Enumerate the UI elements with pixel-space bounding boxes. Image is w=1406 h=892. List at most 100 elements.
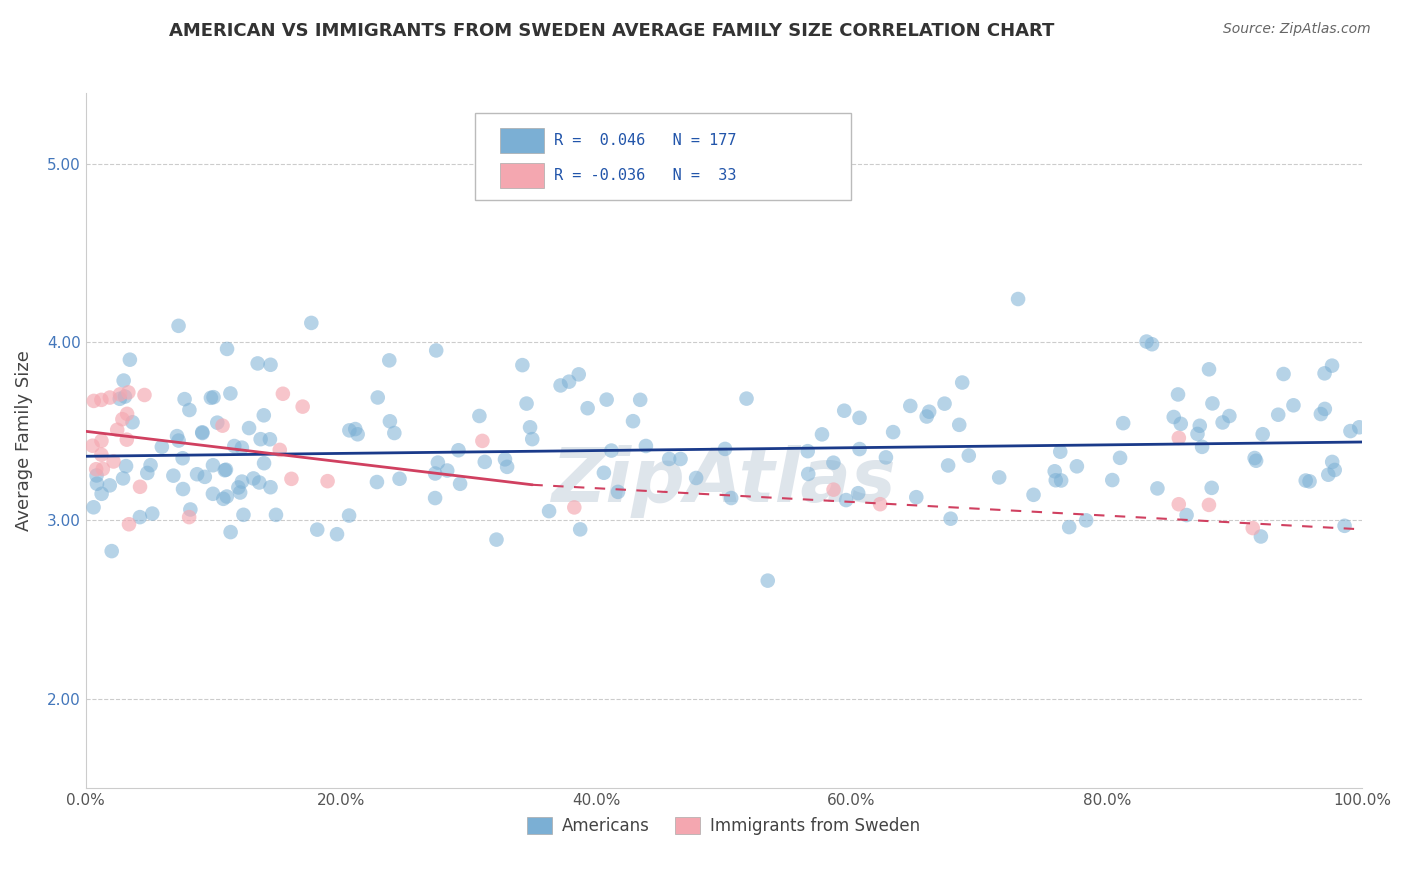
Point xyxy=(167,318,190,333)
Point xyxy=(576,401,599,416)
Point xyxy=(150,440,173,454)
Point xyxy=(882,425,904,439)
Point xyxy=(105,423,128,437)
Point xyxy=(1272,367,1295,381)
Point xyxy=(112,374,135,388)
Point xyxy=(1146,482,1168,496)
Point xyxy=(172,451,194,466)
Point xyxy=(316,474,339,488)
Point xyxy=(1109,450,1132,465)
Point xyxy=(496,459,519,474)
Text: R = -0.036   N =  33: R = -0.036 N = 33 xyxy=(554,168,737,183)
FancyBboxPatch shape xyxy=(501,128,544,153)
Point xyxy=(173,392,195,406)
Point xyxy=(628,392,651,407)
Point xyxy=(219,386,242,401)
Point xyxy=(231,475,253,489)
Point xyxy=(1320,359,1343,373)
Point xyxy=(264,508,287,522)
Point xyxy=(86,476,108,491)
Point xyxy=(141,507,163,521)
Point xyxy=(118,352,141,367)
Point xyxy=(1043,464,1066,478)
Point xyxy=(167,434,190,448)
Point xyxy=(115,459,138,474)
Point xyxy=(1212,416,1234,430)
Point xyxy=(112,471,135,485)
Point xyxy=(425,467,447,481)
Point xyxy=(215,342,238,356)
Point xyxy=(337,508,360,523)
Point xyxy=(307,523,329,537)
Point xyxy=(162,468,184,483)
Point xyxy=(512,358,534,372)
Point xyxy=(231,441,253,455)
Point xyxy=(915,409,938,424)
Point xyxy=(494,452,516,467)
Point xyxy=(242,471,264,485)
Point xyxy=(98,478,121,492)
Point xyxy=(232,508,254,522)
Point xyxy=(1333,518,1355,533)
Point xyxy=(835,493,858,508)
Point xyxy=(988,470,1011,484)
Text: AMERICAN VS IMMIGRANTS FROM SWEDEN AVERAGE FAMILY SIZE CORRELATION CHART: AMERICAN VS IMMIGRANTS FROM SWEDEN AVERA… xyxy=(169,22,1054,40)
Point xyxy=(215,463,238,477)
Point xyxy=(118,517,141,532)
Point xyxy=(1241,521,1264,535)
Point xyxy=(869,497,891,511)
Point xyxy=(90,487,112,501)
Point xyxy=(253,409,276,423)
Point xyxy=(90,448,112,462)
Point xyxy=(875,450,897,465)
Point xyxy=(1057,520,1080,534)
Point xyxy=(378,414,401,428)
Point xyxy=(846,486,869,500)
Text: ZipAtlas: ZipAtlas xyxy=(551,445,896,518)
Point xyxy=(1050,474,1073,488)
Point xyxy=(1198,362,1220,376)
Point xyxy=(714,442,737,456)
Point xyxy=(519,420,541,434)
Point xyxy=(1188,418,1211,433)
Point xyxy=(1187,426,1209,441)
Point xyxy=(1201,481,1223,495)
Point xyxy=(111,412,134,426)
Point xyxy=(172,482,194,496)
Point xyxy=(179,502,201,516)
Point xyxy=(378,353,401,368)
Point xyxy=(1339,424,1361,438)
Y-axis label: Average Family Size: Average Family Size xyxy=(15,350,32,531)
Point xyxy=(238,421,260,435)
Point xyxy=(811,427,834,442)
Point xyxy=(516,396,538,410)
Point xyxy=(207,416,229,430)
Point xyxy=(228,480,250,494)
Point xyxy=(957,449,980,463)
Point xyxy=(246,356,269,370)
Point xyxy=(848,410,870,425)
Point xyxy=(1295,474,1317,488)
Point xyxy=(108,387,131,401)
Point xyxy=(114,390,136,404)
Point xyxy=(191,426,214,441)
Point xyxy=(84,462,107,476)
Point xyxy=(1244,454,1267,468)
Point xyxy=(367,391,389,405)
Point xyxy=(848,442,870,456)
Point xyxy=(823,456,845,470)
Point xyxy=(918,405,941,419)
Point xyxy=(201,487,224,501)
Point xyxy=(139,458,162,472)
Point xyxy=(449,476,471,491)
Point xyxy=(280,472,302,486)
Point xyxy=(271,386,294,401)
Point xyxy=(607,484,630,499)
Point xyxy=(1022,488,1045,502)
Point xyxy=(90,434,112,448)
Point xyxy=(948,417,970,432)
Point xyxy=(191,425,214,440)
Point xyxy=(86,468,108,483)
Point xyxy=(108,392,131,406)
Point xyxy=(720,491,742,505)
